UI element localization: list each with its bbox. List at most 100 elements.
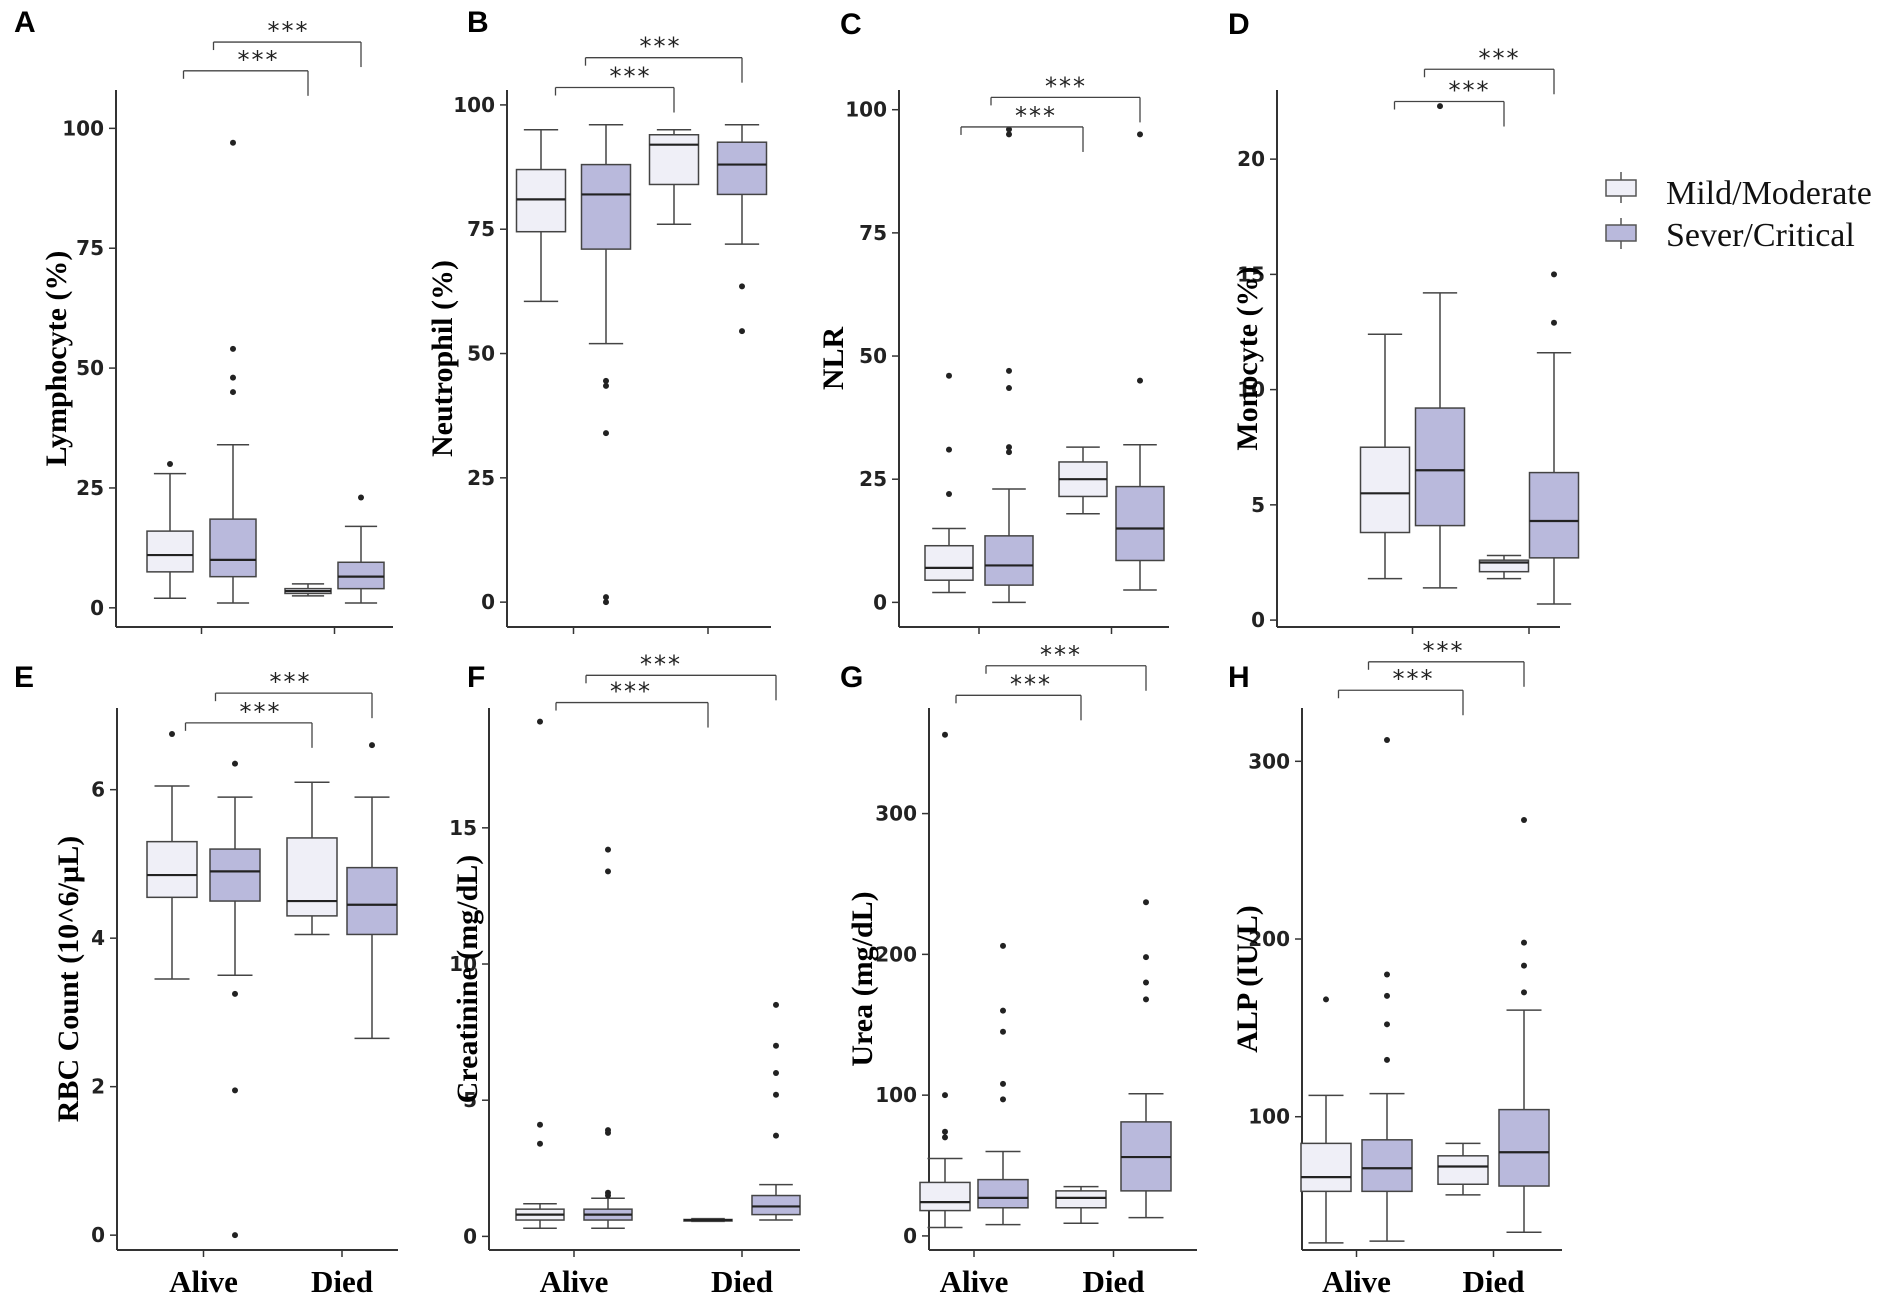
x-tick-label-died: Died <box>311 1264 373 1298</box>
outlier-point <box>1521 816 1527 823</box>
x-tick-label-died: Died <box>1083 1264 1145 1298</box>
significance-bracket-h: *** <box>1337 665 1464 716</box>
panel-letter-d: D <box>1228 8 1250 41</box>
box-f-died-sever-critical <box>751 1001 801 1221</box>
y-tick-label-g: 0 <box>903 1224 917 1248</box>
legend-swatch-mild-moderate <box>1605 179 1637 197</box>
significance-label: *** <box>1393 665 1435 693</box>
y-tick-label-d: 20 <box>1237 147 1265 171</box>
outlier-point <box>230 389 236 396</box>
box-b-died-sever-critical <box>716 124 768 335</box>
box-iqr <box>648 134 700 186</box>
outlier-point <box>1143 996 1149 1003</box>
outlier-point <box>942 1128 948 1135</box>
significance-bracket-e: *** <box>214 668 373 719</box>
outlier-point <box>232 1232 238 1239</box>
significance-bracket-d: *** <box>1393 77 1505 127</box>
outlier-point <box>537 1121 543 1128</box>
box-g-died-mild-moderate <box>1055 1185 1107 1225</box>
outlier-point <box>230 374 236 381</box>
box-e-alive-mild-moderate <box>146 730 198 980</box>
significance-label: *** <box>238 46 280 74</box>
legend-item-mild-moderate: Mild/Moderate <box>1605 172 1872 212</box>
outlier-point <box>1006 449 1012 456</box>
panel-letter-g: G <box>840 661 863 694</box>
outlier-point <box>169 730 175 737</box>
y-tick-label-f: 5 <box>463 1088 477 1112</box>
significance-label: *** <box>270 668 312 696</box>
outlier-point <box>1384 1021 1390 1028</box>
outlier-point <box>603 377 609 384</box>
y-tick-label-e: 2 <box>91 1075 105 1099</box>
box-iqr <box>977 1178 1029 1209</box>
significance-label: *** <box>1423 637 1465 665</box>
y-tick-label-e: 6 <box>91 778 105 802</box>
y-tick-label-b: 0 <box>481 590 495 614</box>
significance-bracket-e: *** <box>184 698 313 748</box>
box-a-died-mild-moderate <box>284 583 332 597</box>
significance-label: *** <box>1045 72 1087 100</box>
box-h-died-sever-critical <box>1498 816 1550 1233</box>
panel-e: E 0 2 4 6 RBC Count (10^6/µL) Alive Died ****** <box>14 661 398 1298</box>
box-iqr <box>1055 1190 1107 1209</box>
box-g-died-sever-critical <box>1120 899 1172 1219</box>
y-tick-label-h: 200 <box>1248 927 1290 951</box>
y-tick-label-h: 300 <box>1248 749 1290 773</box>
outlier-point <box>946 372 952 379</box>
panel-d: D 0 5 10 15 20 Monocyte (%) *** *** <box>1228 8 1580 634</box>
box-d-died-sever-critical <box>1528 271 1580 605</box>
box-d-alive-sever-critical <box>1414 103 1466 589</box>
y-tick-label-a: 25 <box>76 476 104 500</box>
outlier-point <box>1323 996 1329 1003</box>
outlier-point <box>603 599 609 606</box>
box-iqr <box>346 866 398 936</box>
y-tick-label-d: 10 <box>1237 378 1265 402</box>
box-d-alive-mild-moderate <box>1359 333 1411 580</box>
panel-a: A 0 25 50 75 100 Lymphocyte (%) ****** <box>14 6 393 634</box>
y-tick-label-f: 10 <box>449 952 477 976</box>
significance-label: *** <box>1040 641 1082 669</box>
y-tick-label-a: 0 <box>90 596 104 620</box>
outlier-point <box>1437 103 1443 110</box>
box-iqr <box>209 518 257 578</box>
box-iqr <box>209 848 261 902</box>
outlier-point <box>1137 377 1143 384</box>
outlier-point <box>942 1134 948 1141</box>
box-iqr <box>1359 446 1411 534</box>
box-f-alive-sever-critical <box>583 846 633 1229</box>
significance-bracket-f: *** <box>585 650 777 701</box>
box-e-died-mild-moderate <box>286 781 338 936</box>
y-axis-label-h: ALP (IU/L) <box>1231 905 1264 1053</box>
outlier-point <box>1521 939 1527 946</box>
significance-bracket-c: *** <box>990 72 1141 123</box>
significance-bracket-g: *** <box>985 641 1147 691</box>
significance-bracket-d: *** <box>1423 44 1555 95</box>
box-f-alive-mild-moderate <box>515 718 565 1229</box>
y-axis-label-g: Urea (mg/dL) <box>846 891 879 1066</box>
panel-c: C 0 25 50 75 100 NLR ****** <box>817 8 1169 634</box>
box-iqr <box>751 1194 801 1216</box>
outlier-point <box>537 1140 543 1147</box>
box-iqr <box>146 530 194 573</box>
significance-bracket-h: *** <box>1367 637 1525 687</box>
x-tick-label-alive: Alive <box>169 1264 238 1298</box>
outlier-point <box>773 1091 779 1098</box>
significance-bracket-b: *** <box>554 63 675 113</box>
box-g-alive-sever-critical <box>977 942 1029 1226</box>
significance-bracket-f: *** <box>555 678 709 728</box>
outlier-point <box>1143 954 1149 961</box>
outlier-point <box>1006 367 1012 374</box>
outlier-point <box>605 1189 611 1196</box>
outlier-point <box>1143 899 1149 906</box>
box-f-died-mild-moderate <box>683 1217 733 1223</box>
box-g-alive-mild-moderate <box>919 731 971 1229</box>
box-h-died-mild-moderate <box>1437 1142 1489 1196</box>
y-tick-label-g: 200 <box>875 942 917 966</box>
box-iqr <box>1300 1142 1352 1193</box>
outlier-point <box>1551 271 1557 278</box>
box-h-alive-mild-moderate <box>1300 996 1352 1244</box>
outlier-point <box>1137 131 1143 138</box>
significance-bracket-a: *** <box>182 46 309 96</box>
outlier-point <box>232 760 238 767</box>
y-tick-label-g: 100 <box>875 1083 917 1107</box>
